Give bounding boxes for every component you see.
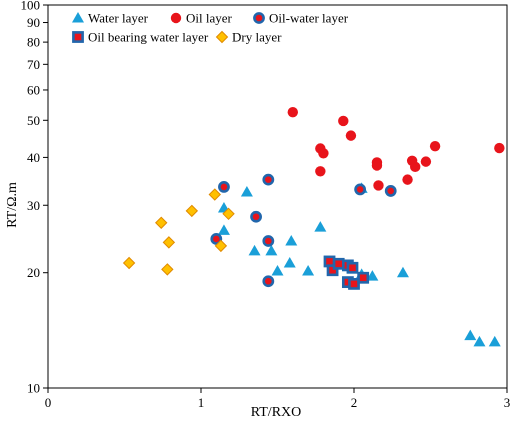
- x-tick-label: 0: [45, 395, 52, 410]
- data-point: [185, 204, 199, 218]
- data-point: [262, 235, 275, 247]
- x-axis-title: RT/RXO: [251, 405, 302, 420]
- axes: 0 1 2 3 10 20 30 40 50 60 70 80 90 100: [21, 0, 511, 410]
- data-point: [348, 277, 360, 290]
- legend-label: Dry layer: [232, 30, 282, 45]
- y-tick-label: 10: [27, 381, 40, 396]
- data-point: [122, 256, 136, 270]
- data-points: [122, 106, 505, 347]
- legend-label: Oil bearing water layer: [88, 30, 209, 45]
- data-point: [271, 265, 284, 276]
- data-point: [464, 329, 477, 341]
- data-point: [162, 236, 176, 249]
- data-point: [345, 130, 357, 141]
- data-point: [250, 210, 262, 223]
- data-point: [354, 183, 367, 196]
- data-point: [302, 265, 315, 276]
- y-tick-label: 20: [27, 265, 40, 280]
- y-axis-title: RT/Ω.m: [5, 182, 20, 228]
- data-point: [222, 207, 235, 221]
- data-point: [287, 106, 298, 118]
- data-point: [161, 263, 174, 276]
- legend-marker: [215, 30, 229, 44]
- y-tick-label: 100: [21, 0, 41, 13]
- data-point: [429, 140, 441, 152]
- data-point: [410, 161, 421, 173]
- y-tick-label: 50: [27, 113, 40, 128]
- data-point: [214, 239, 228, 253]
- data-point: [315, 166, 326, 177]
- data-point: [262, 173, 275, 186]
- data-point: [265, 244, 278, 256]
- data-point: [318, 148, 329, 159]
- legend-marker: [170, 12, 182, 24]
- legend-marker: [253, 12, 265, 24]
- plot-frame: [47, 4, 508, 389]
- x-tick-label: 1: [198, 395, 205, 410]
- data-point: [208, 188, 221, 201]
- data-point: [373, 180, 384, 191]
- series-oil-layer: [287, 106, 505, 191]
- data-point: [285, 234, 298, 246]
- data-point: [396, 266, 409, 278]
- y-tick-label: 90: [27, 15, 40, 30]
- series-oil-bearing-water-layer: [323, 255, 370, 290]
- legend-marker: [72, 12, 84, 23]
- data-point: [218, 181, 230, 193]
- data-point: [326, 264, 339, 277]
- data-point: [473, 335, 486, 347]
- x-tick-label: 3: [504, 395, 511, 410]
- data-point: [488, 335, 501, 347]
- legend-label: Oil layer: [186, 11, 233, 26]
- legend-label: Oil-water layer: [269, 11, 349, 26]
- y-tick-label: 30: [27, 198, 40, 213]
- series-oil-water-layer: [210, 173, 397, 288]
- data-point: [346, 261, 359, 274]
- data-point: [240, 185, 253, 197]
- data-point: [494, 142, 505, 154]
- data-point: [338, 115, 349, 127]
- data-point: [402, 174, 413, 185]
- legend-label: Water layer: [88, 11, 149, 26]
- series-dry-layer: [122, 188, 235, 276]
- data-point: [384, 185, 397, 197]
- legend-marker: [72, 31, 84, 43]
- data-point: [210, 233, 223, 245]
- data-point: [283, 257, 296, 268]
- data-point: [420, 156, 432, 167]
- data-point: [357, 271, 370, 284]
- data-point: [248, 244, 261, 256]
- data-point: [217, 224, 230, 235]
- legend: Water layer Oil layer Oil-water layer Oil b…: [72, 11, 349, 45]
- y-tick-label: 60: [27, 82, 40, 97]
- data-point: [262, 275, 275, 288]
- data-point: [366, 270, 379, 281]
- y-tick-label: 80: [27, 35, 40, 50]
- series-water-layer: [217, 182, 501, 347]
- y-tick-label: 70: [27, 57, 40, 72]
- data-point: [155, 216, 168, 229]
- y-tick-label: 40: [27, 150, 40, 165]
- data-point: [314, 221, 327, 232]
- x-tick-label: 2: [351, 395, 358, 410]
- data-point: [371, 160, 383, 171]
- data-point: [332, 257, 345, 270]
